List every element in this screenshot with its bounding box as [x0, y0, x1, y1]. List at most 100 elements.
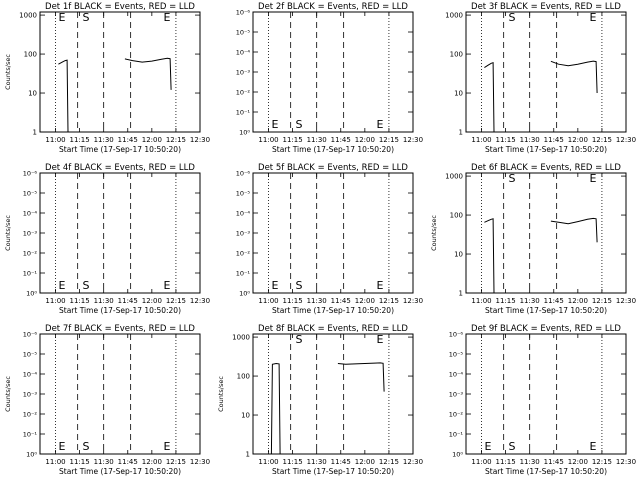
x-axis-label: Start Time (17-Sep-17 10:50:20) [59, 467, 181, 476]
detector-panel: Det 3f BLACK = Events, RED = LLD 11:00 11:… [445, 2, 636, 154]
x-tick-label: 12:15 [166, 136, 186, 144]
y-tick-label: 10⁻⁵ [236, 29, 251, 37]
event-marker-label: E [58, 279, 65, 292]
y-tick-label: 10⁻¹ [236, 109, 251, 117]
detector-panel: Det 2f BLACK = Events, RED = LLD 11:00 11:… [236, 2, 423, 154]
x-tick-label: 12:15 [592, 297, 612, 305]
y-tick-label: 10⁻¹ [23, 270, 38, 278]
event-marker-label: S [509, 440, 516, 453]
y-tick-label: 100 [24, 51, 37, 59]
y-axis-label: Counts/sec [4, 376, 12, 412]
event-marker-label: E [589, 172, 596, 185]
x-tick-label: 12:00 [568, 297, 588, 305]
y-tick-label: 100 [237, 373, 250, 381]
event-marker-label: S [509, 172, 516, 185]
y-tick-label: 10⁻² [236, 250, 251, 258]
x-axis-label: Start Time (17-Sep-17 10:50:20) [59, 306, 181, 315]
y-tick-label: 10⁰ [239, 290, 250, 298]
y-tick-label: 1000 [19, 12, 37, 20]
y-tick-label: 10⁻² [449, 411, 464, 419]
plot-frame [465, 11, 627, 133]
x-tick-label: 11:15 [70, 458, 90, 466]
y-tick-label: 10⁻² [23, 411, 38, 419]
plot-frame [39, 11, 201, 133]
event-marker-label: S [296, 333, 303, 346]
x-tick-label: 11:30 [307, 458, 327, 466]
x-axis-label: Start Time (17-Sep-17 10:50:20) [485, 467, 607, 476]
y-tick-label: 10⁻⁶ [236, 170, 251, 178]
x-tick-label: 11:30 [94, 136, 114, 144]
x-tick-label: 12:15 [592, 136, 612, 144]
x-tick-label: 12:00 [142, 136, 162, 144]
event-marker-label: S [83, 11, 90, 24]
plot-frame [465, 172, 627, 294]
detector-panel: Det 7f BLACK = Events, RED = LLD 11:00 11:… [4, 324, 210, 476]
x-tick-label: 11:00 [258, 297, 278, 305]
event-marker-label: E [589, 440, 596, 453]
events-series-line [58, 59, 69, 133]
panel-title: Det 5f BLACK = Events, RED = LLD [258, 163, 408, 173]
event-marker-label: E [163, 440, 170, 453]
event-marker-label: S [296, 118, 303, 131]
panel-title: Det 7f BLACK = Events, RED = LLD [45, 324, 195, 334]
x-tick-label: 12:00 [355, 297, 375, 305]
y-tick-label: 10⁻⁴ [236, 210, 251, 218]
event-marker-label: E [271, 279, 278, 292]
event-marker-label: E [376, 333, 383, 346]
y-tick-label: 10⁻³ [449, 391, 464, 399]
panel-title: Det 6f BLACK = Events, RED = LLD [471, 163, 621, 173]
y-axis-label: Counts/sec [4, 54, 12, 90]
panel-title: Det 8f BLACK = Events, RED = LLD [258, 324, 408, 334]
x-tick-label: 11:15 [283, 297, 303, 305]
event-marker-label: E [58, 440, 65, 453]
event-marker-label: E [589, 11, 596, 24]
x-tick-label: 12:30 [190, 458, 210, 466]
y-tick-label: 10 [454, 251, 463, 259]
y-tick-label: 100 [450, 212, 463, 220]
x-tick-label: 11:15 [496, 136, 516, 144]
x-tick-label: 11:45 [331, 136, 351, 144]
y-tick-label: 10⁻³ [23, 230, 38, 238]
y-tick-label: 1 [459, 129, 463, 137]
detector-panel: Det 8f BLACK = Events, RED = LLD 11:00 11:… [217, 324, 423, 476]
x-tick-label: 11:15 [283, 458, 303, 466]
panel-title: Det 4f BLACK = Events, RED = LLD [45, 163, 195, 173]
x-tick-label: 12:15 [379, 458, 399, 466]
y-tick-label: 10⁻⁶ [23, 331, 38, 339]
y-tick-label: 1000 [445, 12, 463, 20]
x-tick-label: 12:00 [568, 458, 588, 466]
events-series-line [550, 217, 598, 243]
y-tick-label: 10⁻⁴ [23, 371, 38, 379]
x-tick-label: 12:30 [616, 136, 636, 144]
event-marker-label: E [376, 279, 383, 292]
y-tick-label: 10⁻³ [23, 391, 38, 399]
y-tick-label: 10⁰ [452, 451, 463, 459]
y-tick-label: 10⁻⁴ [236, 49, 251, 57]
detector-panel: Det 4f BLACK = Events, RED = LLD 11:00 11:… [4, 163, 210, 315]
x-axis-label: Start Time (17-Sep-17 10:50:20) [485, 145, 607, 154]
event-marker-label: E [163, 11, 170, 24]
events-series-line [550, 60, 598, 94]
x-tick-label: 11:00 [258, 458, 278, 466]
x-tick-label: 12:30 [403, 297, 423, 305]
x-tick-label: 12:00 [142, 458, 162, 466]
y-tick-label: 1 [33, 129, 37, 137]
y-tick-label: 10⁻⁵ [449, 351, 464, 359]
x-tick-label: 12:30 [190, 297, 210, 305]
x-axis-label: Start Time (17-Sep-17 10:50:20) [59, 145, 181, 154]
x-tick-label: 11:30 [520, 297, 540, 305]
x-tick-label: 11:30 [520, 458, 540, 466]
x-tick-label: 12:30 [403, 458, 423, 466]
x-tick-label: 11:15 [283, 136, 303, 144]
y-tick-label: 10⁰ [239, 129, 250, 137]
x-tick-label: 11:00 [471, 458, 491, 466]
x-tick-label: 11:45 [118, 458, 138, 466]
x-tick-label: 11:45 [118, 297, 138, 305]
panel-title: Det 2f BLACK = Events, RED = LLD [258, 2, 408, 12]
x-tick-label: 11:00 [471, 136, 491, 144]
event-marker-label: S [296, 279, 303, 292]
events-series-line [484, 62, 495, 133]
x-tick-label: 12:30 [616, 458, 636, 466]
x-tick-label: 12:30 [616, 297, 636, 305]
